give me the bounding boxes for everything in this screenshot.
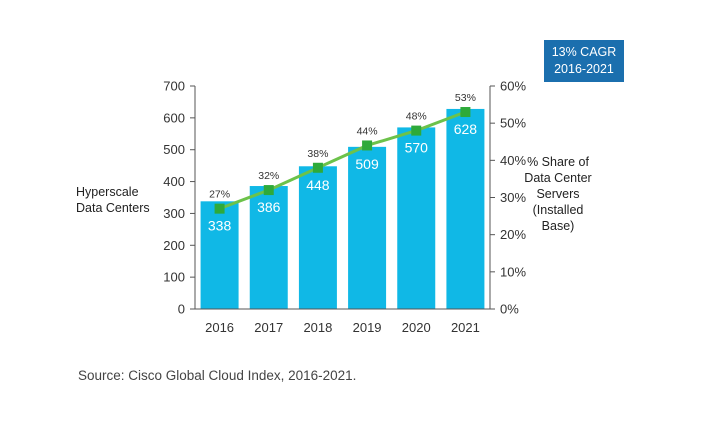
bar-value-label: 509 (355, 156, 379, 172)
share-value-label: 38% (307, 148, 328, 160)
share-value-label: 32% (258, 170, 279, 182)
y-tick-label-left: 0 (178, 302, 185, 317)
y-tick-label-right: 20% (500, 227, 526, 242)
x-tick-label: 2021 (451, 320, 480, 335)
x-tick-label: 2020 (402, 320, 431, 335)
x-tick-label: 2019 (353, 320, 382, 335)
y-tick-label-left: 200 (163, 238, 185, 253)
share-value-label: 53% (455, 92, 476, 104)
share-marker (362, 140, 373, 151)
y-tick-label-left: 500 (163, 142, 185, 157)
bar (446, 108, 485, 310)
share-marker (460, 107, 471, 118)
bar (397, 127, 436, 310)
bar (298, 166, 337, 309)
share-line (219, 110, 466, 211)
share-marker (263, 185, 274, 196)
y-tick-label-right: 30% (500, 190, 526, 205)
bar (348, 146, 387, 309)
y-tick-label-right: 60% (500, 79, 526, 94)
share-value-label: 27% (209, 189, 230, 201)
y-tick-label-left: 700 (163, 79, 185, 94)
cagr-badge-line1: 13% CAGR (551, 45, 617, 59)
bar-value-label: 448 (306, 177, 330, 193)
bar (200, 201, 239, 309)
y-tick-label-left: 300 (163, 206, 185, 221)
share-marker (411, 125, 422, 136)
y-tick-label-left: 100 (163, 270, 185, 285)
x-tick-label: 2018 (303, 320, 332, 335)
y-axis-left-title: Hyperscale Data Centers (76, 185, 150, 215)
y-tick-label-left: 400 (163, 174, 185, 189)
cagr-badge-line2: 2016-2021 (554, 62, 614, 76)
y-tick-label-right: 10% (500, 264, 526, 279)
y-axis-right-title: % Share of Data Center Servers (Installe… (524, 155, 592, 233)
y-tick-label-right: 50% (500, 116, 526, 131)
bar-value-label: 570 (405, 140, 429, 156)
source-note: Source: Cisco Global Cloud Index, 2016-2… (78, 368, 357, 383)
x-tick-label: 2017 (254, 320, 283, 335)
x-tick-label: 2016 (205, 320, 234, 335)
bar-value-label: 338 (208, 218, 232, 234)
bar-value-label: 628 (454, 121, 478, 137)
y-tick-label-right: 40% (500, 153, 526, 168)
y-tick-label-right: 0% (500, 302, 519, 317)
share-value-label: 48% (406, 111, 427, 123)
bar-value-label: 386 (257, 199, 281, 215)
bar (249, 186, 288, 309)
share-marker (312, 162, 323, 173)
share-value-label: 44% (357, 125, 378, 137)
cagr-badge: 13% CAGR 2016-2021 (544, 40, 624, 82)
y-tick-label-left: 600 (163, 110, 185, 125)
share-marker (214, 203, 225, 214)
